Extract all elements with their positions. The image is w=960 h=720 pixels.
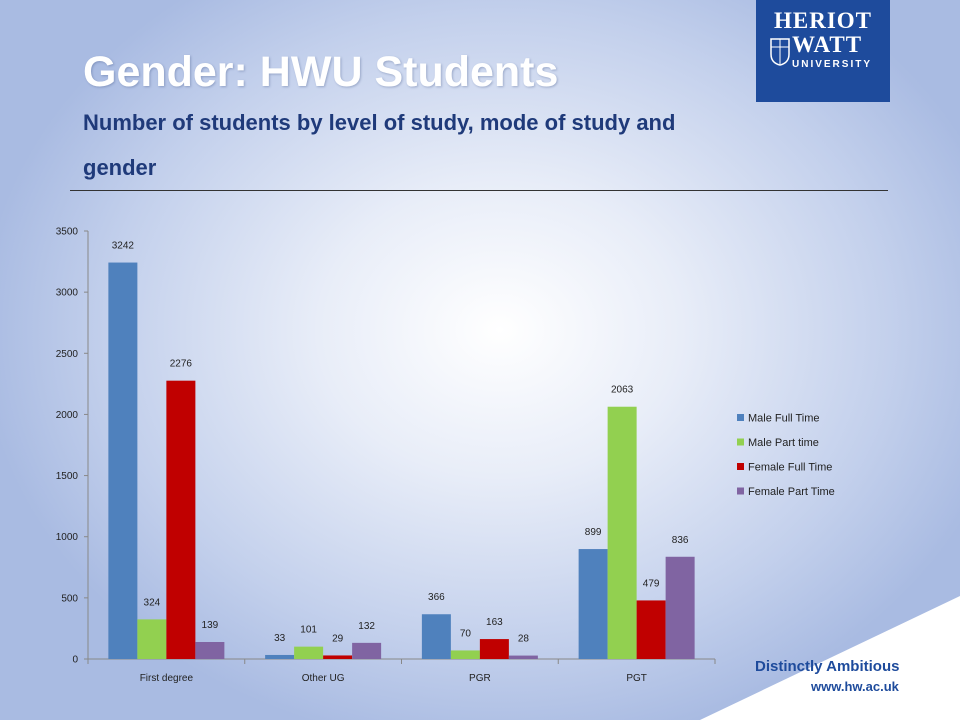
data-label: 101 <box>300 625 317 636</box>
data-label: 2276 <box>170 359 193 370</box>
legend-swatch <box>737 487 744 495</box>
bar <box>294 646 324 659</box>
title-divider <box>70 190 888 191</box>
bar <box>450 650 480 659</box>
university-logo: HERIOT WATT UNIVERSITY <box>756 0 890 102</box>
y-tick-label: 2500 <box>56 349 79 360</box>
y-tick-label: 3000 <box>56 288 79 299</box>
x-tick-label: Other UG <box>302 673 345 684</box>
page-title: Gender: HWU Students <box>83 48 559 96</box>
bar <box>323 655 353 659</box>
data-label: 2063 <box>611 385 634 396</box>
data-label: 132 <box>358 621 375 632</box>
data-label: 479 <box>643 578 660 589</box>
bar <box>479 639 509 659</box>
bar <box>137 619 167 659</box>
data-label: 3242 <box>112 241 135 252</box>
footer-tagline: Distinctly Ambitious <box>755 658 900 675</box>
bar <box>607 406 637 659</box>
y-tick-label: 2000 <box>56 410 79 421</box>
y-axis: 0 500 1000 1500 2000 2500 3000 3500 <box>56 227 89 666</box>
bar <box>166 380 196 659</box>
bars <box>108 262 695 659</box>
data-label: 324 <box>144 597 161 608</box>
x-tick-label: PGT <box>626 673 647 684</box>
legend-swatch <box>737 414 744 421</box>
data-label: 366 <box>428 592 445 603</box>
crest-icon <box>770 38 790 66</box>
bar <box>265 654 295 659</box>
bar <box>108 262 138 659</box>
y-tick-label: 1500 <box>56 471 79 482</box>
legend-swatch <box>737 438 744 446</box>
logo-line-3: UNIVERSITY <box>792 59 873 70</box>
x-tick-label: First degree <box>140 673 194 684</box>
data-label: 836 <box>672 535 689 546</box>
data-label: 28 <box>518 634 530 645</box>
bar <box>578 549 608 659</box>
y-tick-label: 1000 <box>56 532 79 543</box>
bar <box>421 614 451 659</box>
legend-label: Male Full Time <box>748 413 820 425</box>
x-tick-label: PGR <box>469 673 491 684</box>
y-tick-label: 0 <box>72 655 78 666</box>
page-subtitle: Number of students by level of study, mo… <box>83 110 676 180</box>
logo-line-2: WATT <box>792 32 863 57</box>
legend-label: Female Part Time <box>748 486 835 498</box>
data-label: 33 <box>274 633 286 644</box>
data-label: 139 <box>202 620 219 631</box>
bar <box>665 556 695 659</box>
data-labels: 3242 33 366 899 324 101 70 2063 2276 29 163 479 139 1… <box>112 241 689 645</box>
bar <box>195 642 225 659</box>
y-tick-label: 3500 <box>56 227 79 238</box>
x-axis: First degree Other UG PGR PGT <box>87 658 716 684</box>
legend-swatch <box>737 463 744 470</box>
legend-label: Female Full Time <box>748 462 832 474</box>
legend-label: Male Part time <box>748 437 819 449</box>
data-label: 899 <box>585 527 602 538</box>
bar <box>636 600 666 659</box>
legend: Male Full Time Male Part time Female Full … <box>737 413 835 498</box>
bar <box>508 655 538 659</box>
data-label: 29 <box>332 633 344 644</box>
data-label: 163 <box>486 617 503 628</box>
data-label: 70 <box>460 628 472 639</box>
y-tick-label: 500 <box>61 593 78 604</box>
bar <box>352 642 382 659</box>
logo-line-1: HERIOT <box>773 8 873 33</box>
footer-url: www.hw.ac.uk <box>811 679 899 694</box>
